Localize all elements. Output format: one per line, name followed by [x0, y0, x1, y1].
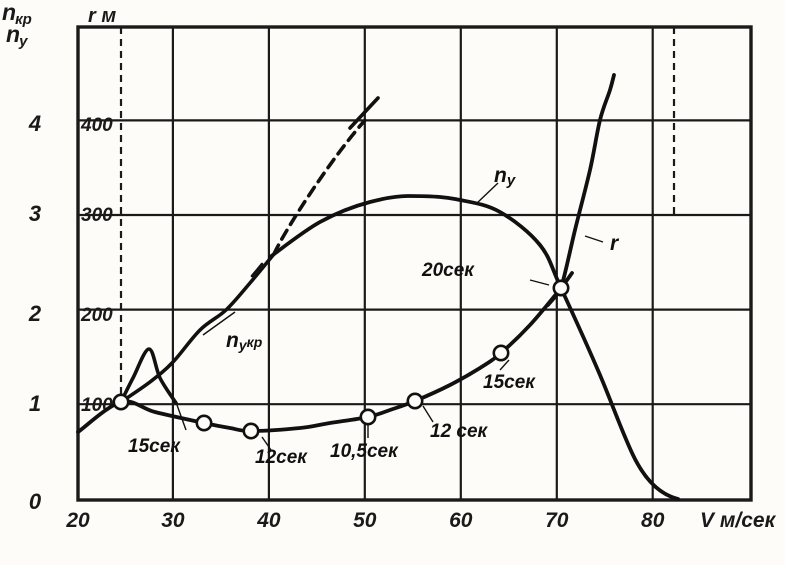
svg-text:12сек: 12сек [255, 447, 308, 468]
svg-text:20: 20 [65, 509, 90, 532]
svg-text:10,5сек: 10,5сек [330, 441, 399, 462]
svg-text:2: 2 [28, 301, 42, 326]
svg-text:0: 0 [29, 489, 42, 514]
svg-text:r м: r м [88, 5, 116, 27]
svg-text:40: 40 [256, 509, 281, 532]
svg-text:12 сек: 12 сек [430, 421, 489, 442]
svg-text:20сек: 20сек [421, 260, 475, 281]
svg-text:30: 30 [161, 509, 185, 532]
svg-text:3: 3 [29, 201, 41, 226]
svg-text:60: 60 [449, 509, 473, 532]
svg-text:70: 70 [545, 509, 569, 532]
svg-text:4: 4 [28, 111, 41, 136]
svg-text:1: 1 [29, 391, 41, 416]
svg-text:400: 400 [80, 115, 113, 136]
svg-text:V м/сек: V м/сек [700, 509, 777, 532]
svg-text:100: 100 [81, 395, 113, 416]
svg-text:15сек: 15сек [128, 436, 181, 457]
svg-text:80: 80 [641, 509, 665, 532]
svg-text:200: 200 [80, 305, 113, 326]
svg-text:300: 300 [81, 205, 113, 226]
svg-text:50: 50 [353, 509, 377, 532]
svg-text:15сек: 15сек [483, 372, 536, 393]
